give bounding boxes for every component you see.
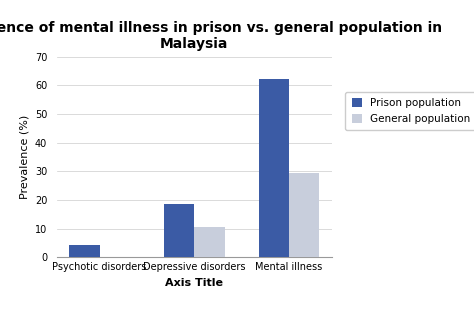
Bar (194, 227, 225, 257)
Bar (259, 79, 289, 257)
Y-axis label: Prevalence (%): Prevalence (%) (19, 115, 29, 199)
Bar (164, 204, 194, 257)
Title: Prevalence of mental illness in prison vs. general population in
Malaysia: Prevalence of mental illness in prison v… (0, 21, 442, 51)
X-axis label: Axis Title: Axis Title (165, 278, 223, 288)
Bar (289, 173, 319, 257)
Legend: Prison population, General population: Prison population, General population (345, 92, 474, 130)
Bar (69, 245, 100, 257)
